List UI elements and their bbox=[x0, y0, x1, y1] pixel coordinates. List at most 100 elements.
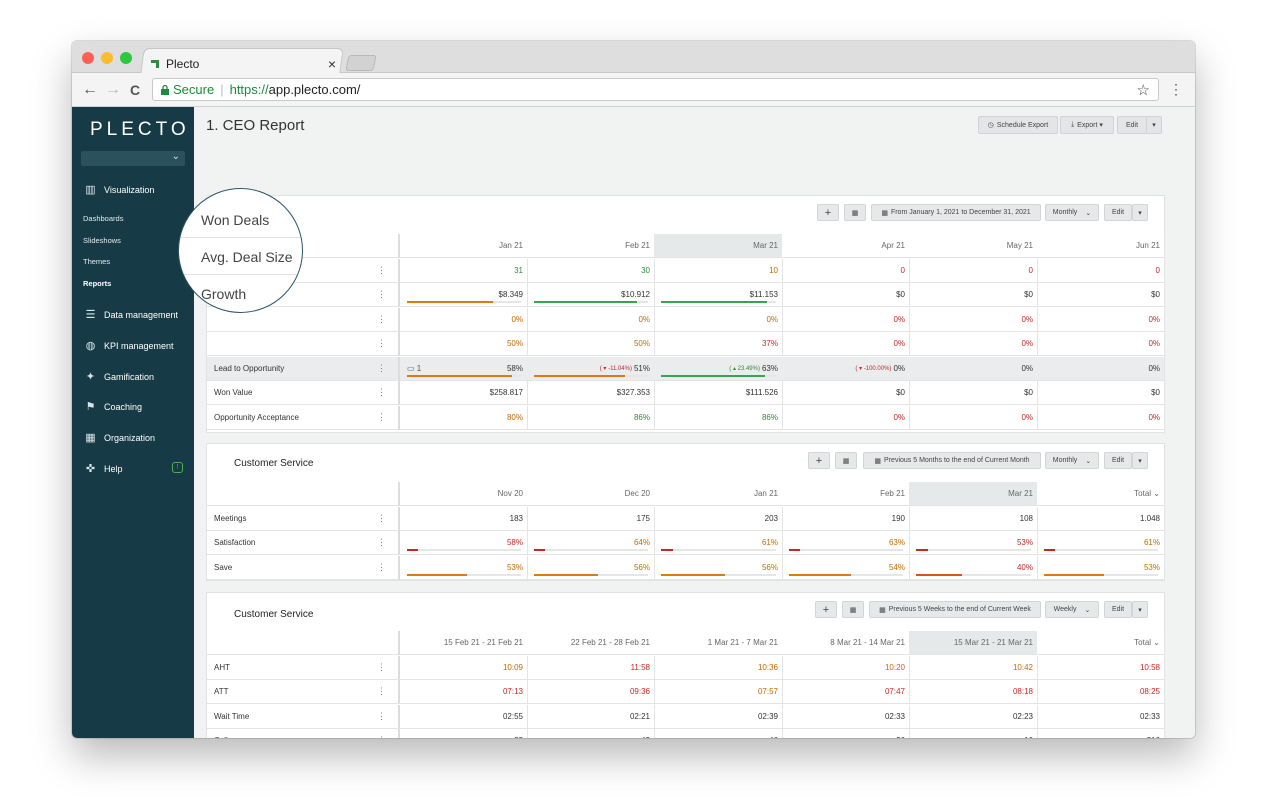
table-cell[interactable]: 10:36 bbox=[654, 655, 783, 680]
table-cell[interactable]: 1.048 bbox=[1037, 506, 1165, 531]
table-cell[interactable]: 80% bbox=[400, 405, 528, 430]
table-cell[interactable]: $0 bbox=[782, 283, 910, 307]
table-cell[interactable]: 0% bbox=[1037, 332, 1165, 356]
column-header[interactable]: Jan 21 bbox=[400, 234, 528, 258]
table-cell[interactable]: 50% bbox=[527, 332, 655, 356]
table-cell[interactable]: 0 bbox=[782, 258, 910, 283]
table-cell[interactable]: 175 bbox=[527, 506, 655, 531]
table-row-label[interactable]: ⋮ bbox=[207, 307, 400, 332]
table-cell[interactable]: $0 bbox=[782, 381, 910, 405]
calendar-button[interactable]: ▦ bbox=[842, 601, 864, 618]
table-cell[interactable]: 53% bbox=[400, 555, 528, 580]
sidebar-item-organization[interactable]: ▦ Organization bbox=[84, 431, 155, 444]
row-menu-icon[interactable]: ⋮ bbox=[377, 338, 386, 348]
table-row-label[interactable]: Save ⋮ bbox=[207, 555, 400, 580]
table-cell[interactable]: 0% bbox=[400, 307, 528, 332]
column-header[interactable]: Jan 21 bbox=[654, 482, 783, 506]
column-header[interactable]: 8 Mar 21 - 14 Mar 21 bbox=[782, 631, 910, 655]
table-cell[interactable]: 0% bbox=[1037, 307, 1165, 332]
bookmark-star-icon[interactable]: ☆ bbox=[1136, 82, 1150, 99]
table-cell[interactable]: 183 bbox=[400, 506, 528, 531]
table-cell[interactable]: 40% bbox=[909, 555, 1038, 580]
table-cell[interactable]: 46 bbox=[654, 729, 783, 738]
table-cell[interactable]: 0% bbox=[782, 405, 910, 430]
column-header[interactable]: Mar 21 bbox=[654, 234, 783, 258]
tab-content[interactable]: Plecto × bbox=[150, 54, 340, 74]
table-cell[interactable]: 07:13 bbox=[400, 680, 528, 704]
table-cell[interactable]: 11:58 bbox=[527, 655, 655, 680]
reload-icon[interactable]: C bbox=[130, 82, 141, 98]
table-cell[interactable]: 02:55 bbox=[400, 704, 528, 729]
column-header[interactable]: Jun 21 bbox=[1037, 234, 1165, 258]
table-cell[interactable]: 64% bbox=[527, 531, 655, 555]
table-cell[interactable]: 37% bbox=[654, 332, 783, 356]
table-row-label[interactable]: Opportunity Acceptance ⋮ bbox=[207, 405, 400, 430]
sidebar-subitem-themes[interactable]: Themes bbox=[83, 257, 111, 266]
back-icon[interactable]: ← bbox=[82, 81, 98, 98]
sidebar-item-help[interactable]: ✜ Help bbox=[84, 462, 123, 475]
table-cell[interactable]: 86% bbox=[654, 405, 783, 430]
table-cell[interactable]: 10:20 bbox=[782, 655, 910, 680]
table-row-label[interactable]: Won Value ⋮ bbox=[207, 381, 400, 405]
table-cell[interactable]: 0% bbox=[1037, 405, 1165, 430]
column-header[interactable]: Mar 21 bbox=[909, 482, 1038, 506]
table-cell[interactable]: 10:09 bbox=[400, 655, 528, 680]
table-row-label[interactable]: ⋮ bbox=[207, 332, 400, 356]
row-menu-icon[interactable]: ⋮ bbox=[377, 387, 386, 397]
table-cell[interactable]: ( ▾ -100.00%) 0% bbox=[782, 356, 910, 381]
table-cell[interactable]: 10:58 bbox=[1037, 655, 1165, 680]
table-cell[interactable]: 0 bbox=[1037, 258, 1165, 283]
table-cell[interactable]: ▭ 1 58% bbox=[400, 356, 528, 381]
table-cell[interactable]: 09:36 bbox=[527, 680, 655, 704]
row-menu-icon[interactable]: ⋮ bbox=[377, 264, 386, 275]
maximize-window-icon[interactable] bbox=[120, 52, 132, 64]
table-cell[interactable]: 108 bbox=[909, 506, 1038, 531]
column-header[interactable]: 1 Mar 21 - 7 Mar 21 bbox=[654, 631, 783, 655]
page-edit-dropdown[interactable]: ▾ bbox=[1146, 116, 1162, 134]
table-cell[interactable]: 58% bbox=[400, 531, 528, 555]
date-range-button[interactable]: ▦ Previous 5 Months to the end of Current… bbox=[863, 452, 1041, 469]
table-cell[interactable]: 216 bbox=[1037, 729, 1165, 738]
column-header[interactable]: May 21 bbox=[909, 234, 1038, 258]
tab-close-icon[interactable]: × bbox=[327, 56, 336, 72]
table-cell[interactable]: 02:23 bbox=[909, 704, 1038, 729]
row-menu-icon[interactable]: ⋮ bbox=[377, 710, 386, 721]
column-header[interactable]: 15 Feb 21 - 21 Feb 21 bbox=[400, 631, 528, 655]
workspace-select[interactable]: ⌄ bbox=[81, 151, 185, 166]
row-menu-icon[interactable]: ⋮ bbox=[377, 411, 386, 422]
table-cell[interactable]: 203 bbox=[654, 506, 783, 531]
add-button[interactable]: + bbox=[808, 452, 830, 469]
table-cell[interactable]: 63% bbox=[782, 531, 910, 555]
card-edit-button[interactable]: Edit bbox=[1104, 452, 1132, 469]
column-header[interactable]: Total ⌄ bbox=[1037, 631, 1165, 655]
minimize-window-icon[interactable] bbox=[101, 52, 113, 64]
table-cell[interactable]: 61% bbox=[654, 531, 783, 555]
table-cell[interactable]: 0% bbox=[909, 307, 1038, 332]
date-range-button[interactable]: ▦ From January 1, 2021 to December 31, 20… bbox=[871, 204, 1041, 221]
table-cell[interactable]: $327.353 bbox=[527, 381, 655, 405]
row-menu-icon[interactable]: ⋮ bbox=[377, 313, 386, 324]
table-cell[interactable]: ( ▴ 23.49%) 63% bbox=[654, 356, 783, 381]
column-header[interactable]: Total ⌄ bbox=[1037, 482, 1165, 506]
table-cell[interactable]: 31 bbox=[400, 258, 528, 283]
table-cell[interactable]: $0 bbox=[909, 283, 1038, 307]
table-cell[interactable]: 02:33 bbox=[1037, 704, 1165, 729]
table-cell[interactable]: 32 bbox=[400, 729, 528, 738]
column-header[interactable]: Dec 20 bbox=[527, 482, 655, 506]
table-cell[interactable]: $258.817 bbox=[400, 381, 528, 405]
row-menu-icon[interactable]: ⋮ bbox=[377, 537, 386, 547]
column-header[interactable]: Feb 21 bbox=[527, 234, 655, 258]
table-row-label[interactable]: ATT ⋮ bbox=[207, 680, 400, 704]
card-edit-dropdown[interactable]: ▾ bbox=[1132, 204, 1148, 221]
table-cell[interactable]: 0% bbox=[654, 307, 783, 332]
table-cell[interactable]: 50% bbox=[400, 332, 528, 356]
table-cell[interactable]: 10 bbox=[654, 258, 783, 283]
table-cell[interactable]: 56% bbox=[654, 555, 783, 580]
table-cell[interactable]: 02:33 bbox=[782, 704, 910, 729]
add-button[interactable]: + bbox=[815, 601, 837, 618]
table-cell[interactable]: 0% bbox=[909, 332, 1038, 356]
table-cell[interactable]: 0% bbox=[527, 307, 655, 332]
sidebar-item-coaching[interactable]: ⚑ Coaching bbox=[84, 400, 142, 413]
table-cell[interactable]: 07:57 bbox=[654, 680, 783, 704]
row-menu-icon[interactable]: ⋮ bbox=[377, 289, 386, 299]
